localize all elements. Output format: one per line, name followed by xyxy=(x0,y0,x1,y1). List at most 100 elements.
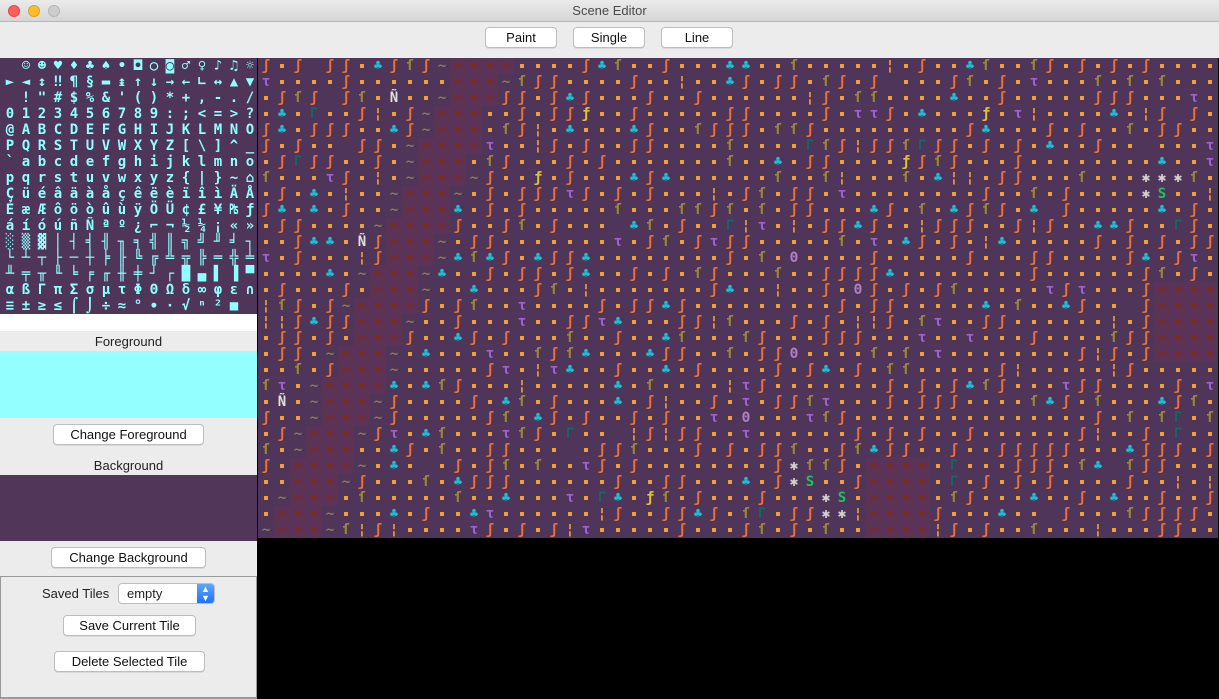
map-tile-dot[interactable] xyxy=(946,250,962,266)
map-tile-dot[interactable] xyxy=(450,266,466,282)
palette-glyph[interactable]: ╥ xyxy=(37,266,47,282)
map-tile-sapling[interactable]: ſ xyxy=(1157,410,1167,426)
map-tile-star[interactable]: ✱ xyxy=(821,490,831,506)
map-tile-dot[interactable] xyxy=(1170,138,1186,154)
map-tile-water[interactable]: ≈ xyxy=(466,106,482,122)
map-tile-tau[interactable]: τ xyxy=(917,330,927,346)
map-tile-dot[interactable] xyxy=(338,330,354,346)
map-tile-dot[interactable] xyxy=(546,330,562,346)
map-tile-dot[interactable] xyxy=(274,74,290,90)
map-tile-leaf[interactable]: ʃ xyxy=(277,426,287,442)
map-tile-star[interactable]: ✱ xyxy=(1141,170,1151,186)
map-tile-leaf[interactable]: ʃ xyxy=(917,234,927,250)
map-tile-dot[interactable] xyxy=(962,362,978,378)
map-tile-dot[interactable] xyxy=(1106,250,1122,266)
map-tile-dot[interactable] xyxy=(754,474,770,490)
save-current-tile-button[interactable]: Save Current Tile xyxy=(63,615,196,636)
map-tile-dot[interactable] xyxy=(338,490,354,506)
map-tile-dot[interactable] xyxy=(1186,186,1202,202)
palette-glyph[interactable]: . xyxy=(229,90,239,106)
map-tile-leaf[interactable]: ʃ xyxy=(885,138,895,154)
map-tile-tree[interactable]: ♣ xyxy=(501,490,511,506)
map-tile-leaf[interactable]: ʃ xyxy=(581,410,591,426)
map-tile-leaf[interactable]: ʃ xyxy=(837,458,847,474)
map-tile-tau[interactable]: τ xyxy=(485,138,495,154)
map-tile-dot[interactable] xyxy=(1074,266,1090,282)
map-tile-leaf[interactable]: ʃ xyxy=(469,330,479,346)
map-tile-water[interactable]: ≈ xyxy=(498,58,514,74)
map-tile-dot[interactable] xyxy=(978,74,994,90)
palette-glyph[interactable]: - xyxy=(213,90,223,106)
palette-glyph[interactable]: ♥ xyxy=(53,58,63,74)
palette-glyph[interactable]: ª xyxy=(101,218,111,234)
map-tile-dot[interactable] xyxy=(946,346,962,362)
map-tile-dot[interactable] xyxy=(962,234,978,250)
map-tile-dot[interactable] xyxy=(850,58,866,74)
map-tile-dot[interactable] xyxy=(642,474,658,490)
map-tile-water[interactable]: ≈ xyxy=(306,506,322,522)
map-tile-sapling[interactable]: ſ xyxy=(677,202,687,218)
map-tile-shore[interactable]: ~ xyxy=(261,522,271,538)
map-tile-dot[interactable] xyxy=(786,234,802,250)
map-tile-dot[interactable] xyxy=(994,138,1010,154)
map-tile-dot[interactable] xyxy=(562,506,578,522)
map-tile-water[interactable]: ≈ xyxy=(354,346,370,362)
map-tile-leaf[interactable]: ʃ xyxy=(693,426,703,442)
scene-map-canvas[interactable]: ʃ ʃ ʃ ʃ ♣ ʃ ſ ʃ ~ ≈ ≈ ≈ ≈ ʃ ♣ ſ ʃ ♣ ♣ ſ ¦ ʃ ♣ ſ ſ ʃ ʃ ʃ ʃ τ ʃ ≈ ≈ ≈ ~ ſ ʃ ʃ ʃ ¦… xyxy=(258,58,1218,538)
map-tile-dot[interactable] xyxy=(914,170,930,186)
map-tile-dot[interactable] xyxy=(1138,122,1154,138)
map-tile-dot[interactable] xyxy=(1090,282,1106,298)
map-tile-dot[interactable] xyxy=(786,410,802,426)
map-tile-dot[interactable] xyxy=(1074,74,1090,90)
map-tile-dot[interactable] xyxy=(706,218,722,234)
map-tile-tree[interactable]: ♣ xyxy=(629,170,639,186)
map-tile-dot[interactable] xyxy=(994,426,1010,442)
map-tile-tree[interactable]: ♣ xyxy=(533,250,543,266)
map-tile-leaf[interactable]: ʃ xyxy=(1029,250,1039,266)
map-tile-dot[interactable] xyxy=(1010,202,1026,218)
map-tile-dot[interactable] xyxy=(818,186,834,202)
palette-glyph[interactable]: φ xyxy=(213,282,223,298)
map-tile-dot[interactable] xyxy=(674,234,690,250)
map-tile-sapling[interactable]: ſ xyxy=(1157,74,1167,90)
map-tile-leaf[interactable]: ʃ xyxy=(821,330,831,346)
map-tile-leaf[interactable]: ʃ xyxy=(901,282,911,298)
map-tile-dot[interactable] xyxy=(274,362,290,378)
map-tile-leaf[interactable]: ʃ xyxy=(1173,522,1183,538)
map-tile-dot[interactable] xyxy=(1010,410,1026,426)
palette-glyph[interactable]: { xyxy=(181,170,191,186)
palette-glyph[interactable]: K xyxy=(181,122,191,138)
map-tile-leaf[interactable]: ʃ xyxy=(1189,266,1199,282)
map-tile-leaf[interactable]: ʃ xyxy=(597,298,607,314)
map-tile-leaf[interactable]: ʃ xyxy=(453,218,463,234)
map-tile-dot[interactable] xyxy=(258,330,274,346)
map-tile-dot[interactable] xyxy=(290,266,306,282)
map-tile-dot[interactable] xyxy=(930,330,946,346)
map-tile-water[interactable]: ≈ xyxy=(386,282,402,298)
map-tile-tau[interactable]: τ xyxy=(485,346,495,362)
palette-glyph[interactable]: h xyxy=(133,154,143,170)
palette-glyph[interactable]: t xyxy=(69,170,79,186)
map-tile-dot[interactable] xyxy=(514,346,530,362)
map-tile-leaf[interactable]: ʃ xyxy=(597,154,607,170)
map-tile-dot[interactable] xyxy=(610,250,626,266)
map-tile-dot[interactable] xyxy=(754,282,770,298)
palette-glyph[interactable]: ╝ xyxy=(197,234,207,250)
map-tile-dot[interactable] xyxy=(498,234,514,250)
map-tile-tree[interactable]: ♣ xyxy=(661,330,671,346)
map-tile-dot[interactable] xyxy=(930,490,946,506)
map-tile-dot[interactable] xyxy=(1074,330,1090,346)
map-tile-leaf[interactable]: ʃ xyxy=(885,442,895,458)
palette-glyph[interactable]: R xyxy=(37,138,47,154)
map-tile-gamma[interactable]: Γ xyxy=(949,458,959,474)
map-tile-dot[interactable] xyxy=(898,202,914,218)
map-tile-bar[interactable]: ¦ xyxy=(341,186,351,202)
map-tile-sapling[interactable]: ſ xyxy=(837,234,847,250)
map-tile-leaf[interactable]: ʃ xyxy=(885,202,895,218)
map-tile-dot[interactable] xyxy=(722,426,738,442)
map-tile-dot[interactable] xyxy=(370,74,386,90)
map-tile-dot[interactable] xyxy=(962,90,978,106)
map-tile-bar[interactable]: ¦ xyxy=(917,218,927,234)
map-tile-dot[interactable] xyxy=(962,458,978,474)
map-tile-dot[interactable] xyxy=(482,378,498,394)
